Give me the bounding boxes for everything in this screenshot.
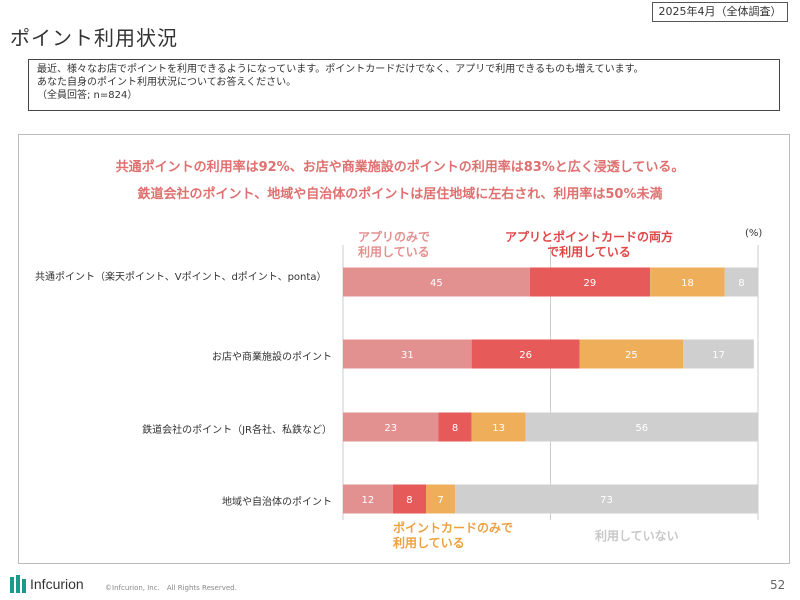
- infcurion-logo-icon: [10, 575, 26, 593]
- bar-segment-3-0: [343, 484, 393, 514]
- data-label-2-3: 56: [635, 423, 648, 434]
- legend-label-0: アプリのみで 利用している: [358, 230, 430, 260]
- legend-label-2: ポイントカードのみで 利用している: [393, 521, 513, 551]
- page-title: ポイント利用状況: [10, 26, 178, 50]
- category-label-3: 地域や自治体のポイント: [222, 497, 332, 508]
- bar-segment-2-2: [471, 412, 526, 442]
- data-label-0-3: 8: [738, 278, 744, 289]
- legend-label-1: アプリとポイントカードの両方 で利用している: [480, 230, 698, 260]
- bar-segment-1-3: [683, 339, 754, 369]
- legend-label-2-line-2: 利用している: [393, 536, 465, 550]
- logo-text: Infcurion: [30, 576, 84, 592]
- bar-segment-0-2: [650, 267, 725, 297]
- category-label-2: 鉄道会社のポイント（JR各社、私鉄など）: [142, 425, 332, 436]
- bar-segment-0-1: [529, 267, 651, 297]
- bar-segment-3-3: [455, 484, 758, 514]
- legend-label-3-line-1: 利用していない: [595, 529, 679, 543]
- data-label-3-3: 73: [600, 495, 613, 506]
- category-label-1: お店や商業施設のポイント: [212, 352, 332, 363]
- data-label-0-2: 18: [681, 278, 694, 289]
- bar-segment-1-2: [579, 339, 684, 369]
- category-label-0: 共通ポイント（楽天ポイント、Vポイント、dポイント、ponta）: [35, 272, 327, 283]
- bar-segment-2-0: [343, 412, 439, 442]
- legend-label-1-line-1: アプリとポイントカードの両方: [504, 230, 673, 244]
- question-line-1: 最近、様々なお店でポイントを利用できるようになっています。ポイントカードだけでな…: [37, 64, 644, 75]
- chart-unit-label: (%): [745, 228, 763, 239]
- legend-label-2-line-1: ポイントカードのみで: [393, 521, 514, 535]
- data-label-2-0: 23: [384, 423, 397, 434]
- data-label-0-0: 45: [430, 278, 443, 289]
- data-label-1-3: 17: [712, 350, 725, 361]
- question-box: 最近、様々なお店でポイントを利用できるようになっています。ポイントカードだけでな…: [28, 59, 780, 111]
- legend-label-0-line-2: 利用している: [358, 245, 430, 259]
- bar-segment-0-3: [724, 267, 758, 297]
- legend-label-0-line-1: アプリのみで: [358, 230, 431, 244]
- headline-1: 共通ポイントの利用率は92%、お店や商業施設のポイントの利用率は83%と広く浸透…: [115, 160, 685, 175]
- bar-segment-2-3: [525, 412, 758, 442]
- survey-date-tag: 2025年4月（全体調査）: [652, 2, 788, 22]
- bar-segment-3-2: [426, 484, 456, 514]
- bar-segment-3-1: [392, 484, 426, 514]
- legend-label-1-line-2: で利用している: [547, 245, 631, 259]
- data-label-3-0: 12: [362, 495, 375, 506]
- bar-segment-2-1: [438, 412, 472, 442]
- bar-segment-0-0: [343, 267, 530, 297]
- data-label-1-1: 26: [519, 350, 532, 361]
- data-label-2-2: 13: [492, 423, 505, 434]
- data-label-3-1: 8: [406, 495, 412, 506]
- data-label-0-1: 29: [584, 278, 597, 289]
- copyright-text: ©Infcurion, Inc. All Rights Reserved.: [105, 584, 237, 592]
- page-number: 52: [770, 578, 786, 592]
- legend-label-3: 利用していない: [595, 529, 679, 544]
- bar-segment-1-0: [343, 339, 472, 369]
- data-label-1-0: 31: [401, 350, 414, 361]
- data-label-3-2: 7: [437, 495, 443, 506]
- chart-frame: [18, 134, 790, 564]
- data-label-2-1: 8: [452, 423, 458, 434]
- question-sample-size: （全員回答; n=824）: [37, 90, 138, 101]
- data-label-1-2: 25: [625, 350, 638, 361]
- headline-2: 鉄道会社のポイント、地域や自治体のポイントは居住地域に左右され、利用率は50%未…: [137, 187, 663, 202]
- company-logo: Infcurion: [10, 575, 84, 593]
- bar-segment-1-1: [471, 339, 580, 369]
- question-line-2: あなた自身のポイント利用状況についてお答えください。: [37, 77, 297, 88]
